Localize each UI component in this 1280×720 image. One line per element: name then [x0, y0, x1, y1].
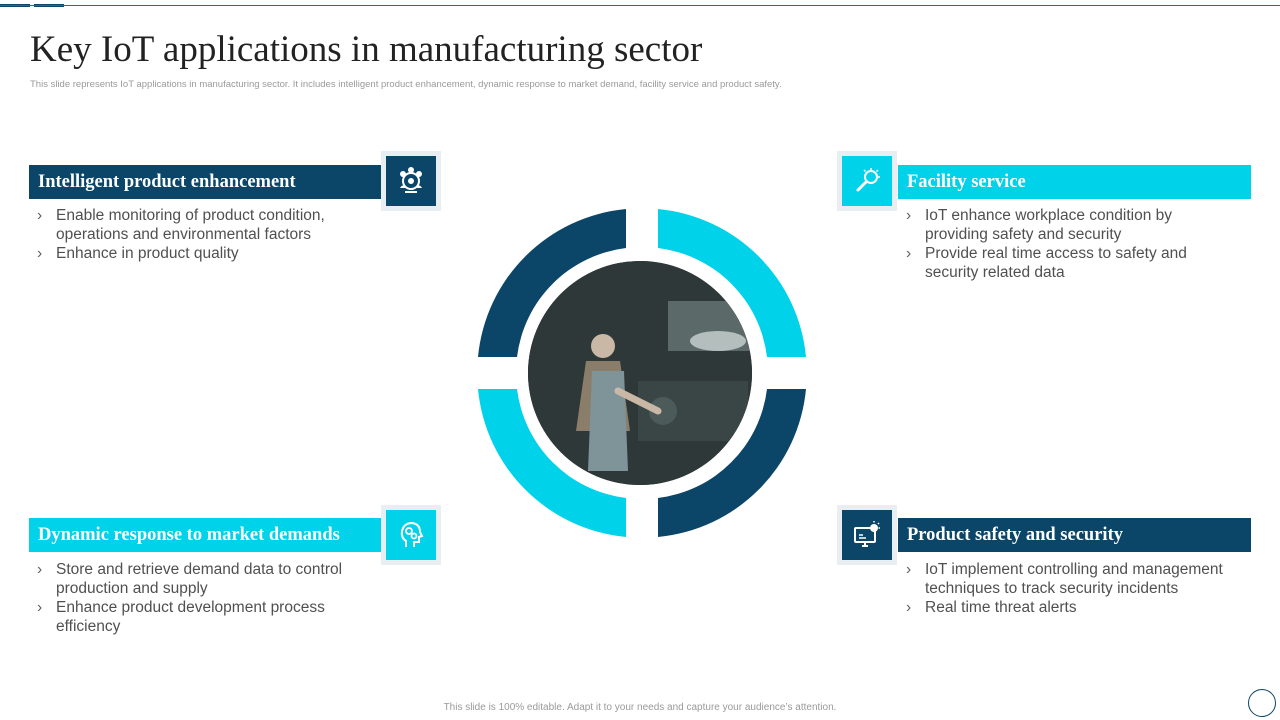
chevron-right-icon: ›: [906, 245, 912, 262]
center-ring: [478, 209, 806, 537]
chevron-right-icon: ›: [906, 561, 912, 578]
list-item: › IoT implement controlling and managemen…: [906, 561, 1223, 597]
list-item: › Enable monitoring of product condition,…: [37, 207, 325, 243]
slide-subtitle: This slide represents IoT applications i…: [30, 79, 782, 90]
icon-box-bottom-right: [837, 505, 897, 565]
list-item: › IoT enhance workplace condition by prov…: [906, 207, 1173, 243]
list-item: › Enhance in product quality: [37, 245, 239, 262]
corner-circle-icon: [1248, 689, 1276, 717]
bulb-search-icon: [842, 156, 892, 206]
chevron-right-icon: ›: [906, 207, 912, 224]
list-item: › Provide real time access to safety and …: [906, 245, 1187, 281]
factory-worker-photo: [528, 261, 752, 485]
heading-product-safety: Product safety and security: [898, 518, 1251, 552]
chevron-right-icon: ›: [37, 561, 43, 578]
bullet-list-top-left: › Enable monitoring of product condition,…: [29, 206, 359, 263]
list-item: › Real time threat alerts: [906, 599, 1077, 616]
list-item: › Store and retrieve demand data to contr…: [37, 561, 343, 597]
ring-segment-top-left: [478, 209, 626, 357]
team-gear-icon: [386, 156, 436, 206]
icon-box-top-left: [381, 151, 441, 211]
heading-dynamic-response: Dynamic response to market demands: [29, 518, 381, 552]
ring-segment-bottom-left: [478, 389, 626, 537]
bullet-list-bottom-right: › IoT implement controlling and managemen…: [898, 560, 1238, 617]
bullet-list-bottom-left: › Store and retrieve demand data to contr…: [29, 560, 369, 636]
monitor-idea-icon: [842, 510, 892, 560]
heading-facility-service: Facility service: [898, 165, 1251, 199]
chevron-right-icon: ›: [37, 207, 43, 224]
slide-title: Key IoT applications in manufacturing se…: [30, 29, 703, 70]
icon-box-bottom-left: [381, 505, 441, 565]
list-item: › Enhance product development process eff…: [37, 599, 325, 635]
ring-segment-bottom-right: [658, 389, 806, 537]
head-gears-icon: [386, 510, 436, 560]
slide-footer: This slide is 100% editable. Adapt it to…: [443, 702, 837, 713]
chevron-right-icon: ›: [37, 599, 43, 616]
ring-segment-top-right: [658, 209, 806, 357]
chevron-right-icon: ›: [37, 245, 43, 262]
top-rule: [0, 5, 1280, 6]
heading-intelligent-product-enhancement: Intelligent product enhancement: [29, 165, 381, 199]
icon-box-top-right: [837, 151, 897, 211]
chevron-right-icon: ›: [906, 599, 912, 616]
bullet-list-top-right: › IoT enhance workplace condition by prov…: [898, 206, 1238, 282]
